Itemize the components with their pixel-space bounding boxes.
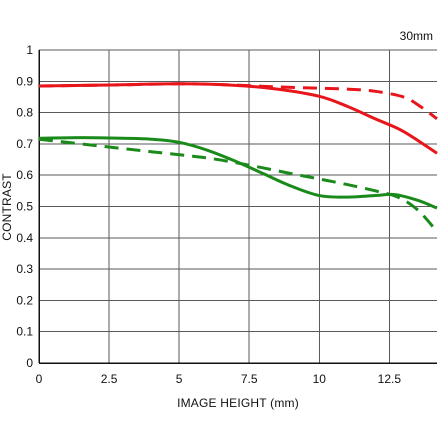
x-tick-label: 7.5 xyxy=(241,372,258,386)
x-tick-label: 10 xyxy=(313,372,327,386)
y-tick-label: 0.2 xyxy=(16,293,33,307)
y-tick-label: 0.8 xyxy=(16,106,33,120)
x-tick-label: 0 xyxy=(36,372,43,386)
y-tick-label: 1 xyxy=(26,43,33,57)
y-tick-label: 0.7 xyxy=(16,137,33,151)
x-tick-label: 2.5 xyxy=(101,372,118,386)
y-tick-label: 0.6 xyxy=(16,168,33,182)
y-tick-label: 0.9 xyxy=(16,74,33,88)
y-axis-title: CONTRAST xyxy=(0,173,14,241)
y-tick-label: 0.4 xyxy=(16,231,33,245)
x-tick-labels: 0 2.5 5 7.5 10 12.5 xyxy=(36,372,402,386)
focal-length-annotation: 30mm xyxy=(400,29,433,43)
y-tick-label: 0.5 xyxy=(16,200,33,214)
series-line-green-solid xyxy=(38,136,438,210)
x-tick-label: 12.5 xyxy=(378,372,402,386)
series-line-red-solid xyxy=(38,82,438,155)
y-tick-label: 0.1 xyxy=(16,325,33,339)
x-axis-title: IMAGE HEIGHT (mm) xyxy=(177,396,299,410)
axes xyxy=(38,50,437,364)
y-tick-label: 0.3 xyxy=(16,262,33,276)
y-tick-labels: 0 0.1 0.2 0.3 0.4 0.5 0.6 0.7 0.8 0.9 1 xyxy=(16,43,33,370)
series-lines xyxy=(38,82,439,233)
series-line-green-dashed xyxy=(38,137,439,233)
x-tick-label: 5 xyxy=(176,372,183,386)
y-tick-label: 0 xyxy=(26,356,33,370)
